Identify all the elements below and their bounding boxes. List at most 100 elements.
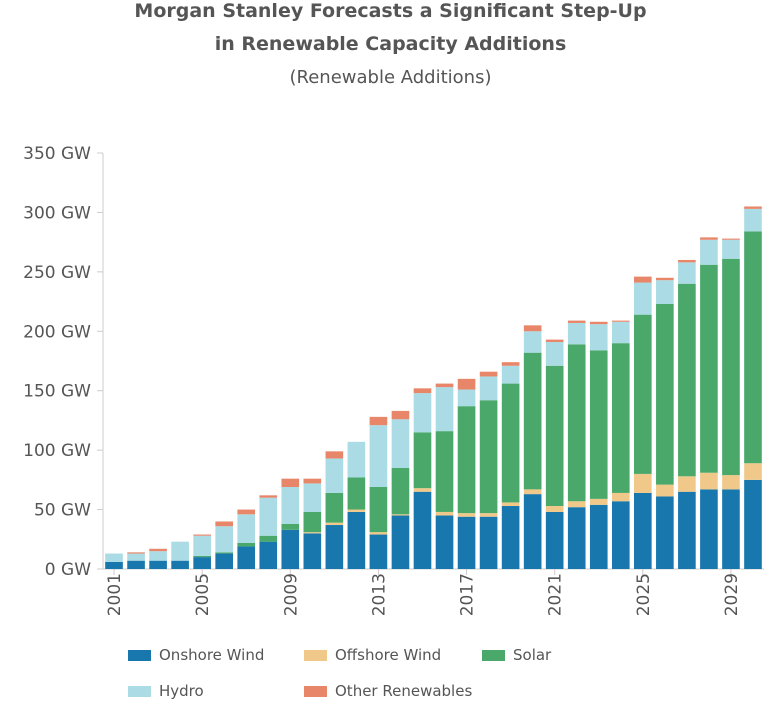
bar-segment-other (237, 509, 256, 515)
bar-segment-other (435, 383, 454, 388)
bar-segment-offshore (744, 463, 762, 480)
chart-subtitle: (Renewable Additions) (289, 67, 492, 88)
bar-segment-hydro (193, 535, 211, 556)
bar-segment-onshore (722, 489, 740, 569)
bar-segment-onshore (501, 506, 520, 569)
y-tick-label: 200 GW (23, 322, 91, 342)
bar-segment-other (303, 478, 322, 484)
bar-segment-hydro (722, 239, 740, 259)
bar-segment-other (656, 277, 674, 281)
x-tick-label: 2005 (193, 573, 213, 616)
bar-segment-other (369, 416, 388, 426)
bar-segment-other (215, 521, 233, 527)
bar-segment-hydro (479, 376, 498, 401)
legend-item-hydro: Hydro (128, 682, 204, 700)
bar-segment-onshore (303, 533, 322, 569)
bar-segment-hydro (567, 322, 586, 345)
bar-segment-onshore (215, 553, 233, 569)
bar-segment-solar (457, 406, 476, 514)
bar-segment-onshore (656, 496, 674, 569)
bar-segment-hydro (523, 331, 542, 353)
bar-segment-offshore (722, 475, 740, 490)
bar-segment-hydro (215, 526, 233, 553)
bar-segment-solar (523, 352, 542, 490)
legend-swatch-other-renewables (304, 685, 327, 697)
bar-segment-hydro (634, 282, 652, 315)
y-tick-label: 300 GW (23, 203, 91, 223)
bar-segment-other (325, 451, 344, 459)
bar-segment-onshore (237, 546, 256, 569)
bar-segment-solar (501, 383, 520, 503)
bar-segment-offshore (435, 511, 454, 516)
bar-segment-hydro (259, 497, 278, 536)
x-tick-label: 2009 (281, 573, 301, 616)
bar-segment-solar (435, 431, 454, 512)
y-tick-label: 100 GW (23, 441, 91, 461)
bar-segment-offshore (325, 522, 344, 526)
bar-segment-offshore (457, 513, 476, 517)
bar-segment-hydro (589, 324, 608, 351)
bar-segment-onshore (413, 491, 432, 569)
bar-segment-other (700, 237, 718, 240)
bar-segment-other (589, 321, 608, 325)
x-tick-label: 2021 (546, 573, 566, 616)
bar-segment-solar (193, 555, 211, 558)
bar-segment-offshore (545, 506, 564, 512)
bar-segment-solar (567, 344, 586, 502)
bar-segment-other (744, 206, 762, 209)
stacked-bar-chart: 0 GW 50 GW 100 GW 150 GW 200 GW 250 GW 300 GW 3… (23, 144, 764, 616)
bar-segment-onshore (545, 511, 564, 569)
bar-segment-hydro (149, 551, 167, 561)
bar-segment-hydro (678, 262, 696, 284)
x-tick-label: 2017 (458, 573, 478, 616)
bar-segment-hydro (744, 208, 762, 232)
bar-segment-other (634, 276, 652, 283)
bar-segment-solar (545, 365, 564, 506)
bar-segment-solar (347, 477, 366, 510)
bar-segment-solar (479, 400, 498, 514)
bar-segment-onshore (149, 560, 167, 569)
bar-segment-solar (303, 511, 322, 533)
bar-segment-other (281, 478, 300, 487)
legend-item-offshore-wind: Offshore Wind (304, 646, 441, 664)
bar-segment-hydro (281, 486, 300, 524)
bar-segment-hydro (413, 393, 432, 433)
bar-segment-hydro (105, 553, 123, 562)
bar-segment-hydro (656, 280, 674, 304)
bar-segment-offshore (567, 501, 586, 508)
bar-segment-onshore (347, 511, 366, 569)
bar-segment-onshore (193, 557, 211, 569)
legend-label-solar: Solar (513, 646, 552, 664)
bar-segment-other (722, 238, 740, 240)
bar-segment-offshore (369, 532, 388, 535)
bar-segment-offshore (391, 514, 410, 516)
y-tick-label: 150 GW (23, 382, 91, 402)
bar-segment-hydro (435, 387, 454, 432)
chart-title-line2: in Renewable Capacity Additions (214, 33, 567, 55)
bar-segment-hydro (700, 239, 718, 265)
bar-segment-onshore (259, 541, 278, 569)
bar-segment-hydro (501, 365, 520, 384)
bar-segment-other (567, 320, 586, 323)
bar-segment-solar (611, 343, 630, 493)
bar-segment-offshore (523, 489, 542, 495)
bar-segment-offshore (479, 513, 498, 517)
x-tick-label: 2001 (105, 573, 125, 616)
bar-segment-onshore (589, 504, 608, 569)
bar-segment-solar (259, 535, 278, 542)
bar-segment-hydro (545, 341, 564, 366)
bar-segment-other (678, 259, 696, 263)
bar-segment-solar (722, 258, 740, 476)
bar-segment-onshore (611, 501, 630, 569)
y-tick-label: 350 GW (23, 144, 91, 164)
bar-segment-solar (281, 523, 300, 530)
x-tick-label: 2013 (369, 573, 389, 616)
bar-segment-hydro (127, 553, 145, 561)
bar-segment-other (193, 534, 211, 536)
bar-segment-onshore (391, 515, 410, 569)
bar-segment-solar (634, 314, 652, 474)
bar-segment-solar (589, 350, 608, 499)
x-tick-label: 2029 (722, 573, 742, 616)
legend-label-other-renewables: Other Renewables (335, 682, 473, 700)
bar-segment-solar (215, 552, 233, 554)
